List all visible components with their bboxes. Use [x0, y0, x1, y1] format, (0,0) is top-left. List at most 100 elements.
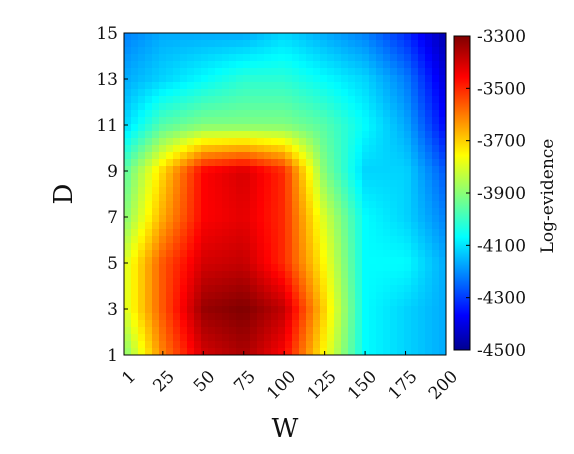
- heatmap-cell: [124, 194, 132, 202]
- heatmap-cell: [397, 257, 405, 265]
- heatmap-cell: [292, 103, 300, 111]
- heatmap-cell: [138, 173, 146, 181]
- heatmap-cell: [404, 110, 412, 118]
- heatmap-cell: [285, 306, 293, 314]
- heatmap-cell: [397, 61, 405, 69]
- heatmap-cell: [439, 131, 446, 139]
- heatmap-cell: [152, 103, 160, 111]
- heatmap-cell: [362, 82, 370, 90]
- colorbar-ticks: -3300-3500-3700-3900-4100-4300-4500: [466, 27, 526, 361]
- heatmap-cell: [299, 243, 307, 251]
- heatmap-cell: [397, 229, 405, 237]
- heatmap-cell: [215, 194, 223, 202]
- heatmap-cell: [180, 341, 188, 349]
- heatmap-cell: [369, 96, 377, 104]
- heatmap-cell: [271, 159, 279, 167]
- heatmap-cell: [208, 208, 216, 216]
- heatmap-cell: [250, 180, 258, 188]
- heatmap-cell: [411, 271, 419, 279]
- heatmap-cell: [439, 117, 446, 125]
- heatmap-cell: [425, 68, 433, 76]
- heatmap-cell: [383, 229, 391, 237]
- heatmap-cell: [187, 82, 195, 90]
- heatmap-cell: [299, 278, 307, 286]
- heatmap-cell: [145, 264, 153, 272]
- heatmap-cell: [215, 334, 223, 342]
- heatmap-cell: [320, 285, 328, 293]
- heatmap-cell: [362, 54, 370, 62]
- heatmap-cell: [215, 208, 223, 216]
- heatmap-cell: [306, 208, 314, 216]
- heatmap-cell: [124, 103, 132, 111]
- heatmap-cell: [187, 250, 195, 258]
- heatmap-cell: [180, 264, 188, 272]
- heatmap-cell: [425, 243, 433, 251]
- heatmap-cell: [285, 159, 293, 167]
- heatmap-cell: [411, 236, 419, 244]
- heatmap-cell: [376, 194, 384, 202]
- heatmap-cell: [187, 229, 195, 237]
- heatmap-cell: [180, 334, 188, 342]
- heatmap-cell: [159, 334, 167, 342]
- heatmap-cell: [250, 173, 258, 181]
- heatmap-cell: [425, 292, 433, 300]
- heatmap-cell: [229, 110, 237, 118]
- heatmap-cell: [376, 285, 384, 293]
- heatmap-cell: [145, 166, 153, 174]
- x-tick-label: 1: [118, 367, 140, 389]
- heatmap-cell: [425, 222, 433, 230]
- heatmap-cell: [208, 327, 216, 335]
- heatmap-cell: [194, 215, 202, 223]
- heatmap-cell: [313, 40, 321, 48]
- heatmap-cell: [376, 103, 384, 111]
- heatmap-cell: [215, 320, 223, 328]
- heatmap-cell: [194, 334, 202, 342]
- heatmap-cell: [187, 131, 195, 139]
- heatmap-cell: [159, 271, 167, 279]
- heatmap-cell: [292, 271, 300, 279]
- heatmap-cell: [264, 222, 272, 230]
- heatmap-cell: [418, 327, 426, 335]
- heatmap-cell: [362, 222, 370, 230]
- heatmap-cell: [152, 257, 160, 265]
- heatmap-cell: [313, 110, 321, 118]
- heatmap-cell: [229, 285, 237, 293]
- heatmap-cell: [397, 124, 405, 132]
- heatmap-cell: [299, 61, 307, 69]
- heatmap-cell: [285, 33, 293, 41]
- heatmap-cell: [222, 96, 230, 104]
- heatmap-cell: [334, 117, 342, 125]
- heatmap-cell: [166, 187, 174, 195]
- heatmap-cell: [369, 40, 377, 48]
- heatmap-cell: [418, 215, 426, 223]
- heatmap-cell: [320, 201, 328, 209]
- heatmap-cell: [313, 33, 321, 41]
- heatmap-cell: [222, 285, 230, 293]
- heatmap-cell: [299, 110, 307, 118]
- heatmap-cell: [292, 124, 300, 132]
- heatmap-cell: [271, 257, 279, 265]
- heatmap-cell: [208, 47, 216, 55]
- heatmap-cell: [341, 348, 349, 355]
- heatmap-cell: [236, 152, 244, 160]
- heatmap-cell: [362, 257, 370, 265]
- heatmap-cell: [222, 152, 230, 160]
- heatmap-cell: [285, 131, 293, 139]
- heatmap-cell: [131, 208, 139, 216]
- heatmap-cell: [166, 75, 174, 83]
- heatmap-cell: [145, 33, 153, 41]
- heatmap-cell: [383, 152, 391, 160]
- heatmap-cell: [152, 173, 160, 181]
- heatmap-cell: [432, 117, 440, 125]
- heatmap-cell: [278, 334, 286, 342]
- heatmap-cell: [411, 292, 419, 300]
- heatmap-cell: [327, 47, 335, 55]
- heatmap-cell: [285, 208, 293, 216]
- heatmap-cell: [173, 40, 181, 48]
- heatmap-cell: [320, 96, 328, 104]
- heatmap-cell: [173, 180, 181, 188]
- heatmap-cell: [257, 292, 265, 300]
- heatmap-cell: [383, 243, 391, 251]
- heatmap-cell: [229, 166, 237, 174]
- heatmap-cell: [292, 208, 300, 216]
